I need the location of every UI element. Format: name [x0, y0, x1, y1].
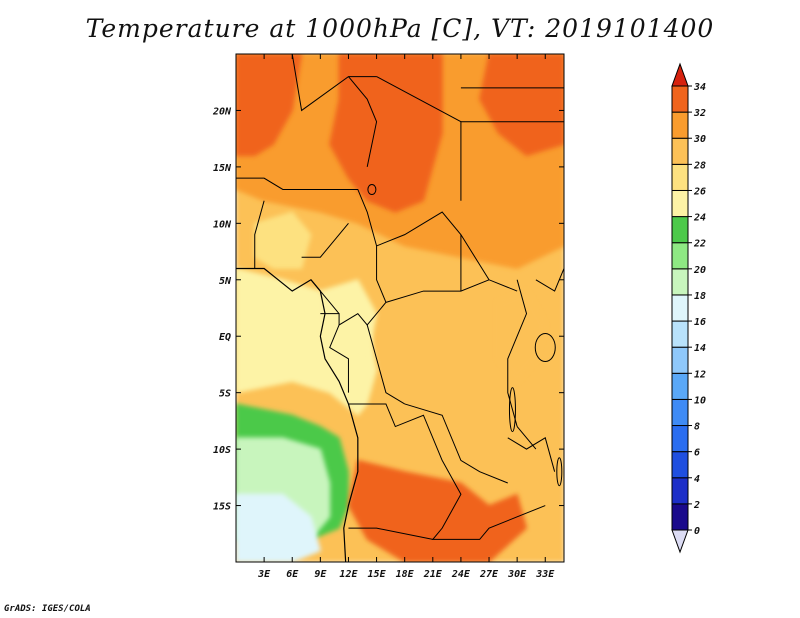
- region-niger-chad: [329, 54, 443, 213]
- x-tick-label: 15E: [368, 569, 387, 580]
- country-border: [366, 211, 387, 303]
- colorbar-swatch: [671, 111, 689, 139]
- colorbar-swatch: [671, 242, 689, 270]
- colorbar-swatch: [671, 372, 689, 400]
- country-border: [507, 437, 556, 472]
- colorbar-label: 28: [693, 160, 706, 171]
- colorbar-swatch: [671, 163, 689, 191]
- x-tick-label: 12E: [339, 569, 358, 580]
- colorbar-arrow-high: [671, 62, 689, 87]
- country-border: [366, 324, 405, 405]
- colorbar-label: 16: [694, 317, 706, 328]
- lake-victoria-outline: [534, 333, 556, 363]
- colorbar-swatch: [671, 346, 689, 374]
- country-border: [385, 279, 490, 303]
- colorbar-swatch: [671, 85, 689, 113]
- y-tick-label: 10S: [213, 445, 231, 456]
- country-border: [236, 177, 368, 213]
- country-border: [329, 324, 349, 393]
- country-border: [301, 223, 349, 258]
- colorbar-swatch: [671, 503, 689, 531]
- x-tick-label: 21E: [423, 569, 443, 580]
- y-tick-label: 10N: [213, 219, 232, 230]
- country-border: [348, 527, 433, 540]
- region-sahel-west: [236, 54, 303, 157]
- colorbar-label: 30: [693, 134, 706, 145]
- colorbar-swatch: [671, 451, 689, 479]
- x-tick-label: 9E: [314, 569, 327, 580]
- grads-credit: GrADS: IGES/COLA: [4, 604, 91, 614]
- country-border: [535, 268, 564, 292]
- colorbar-swatch: [671, 268, 689, 296]
- map-frame: [235, 53, 565, 563]
- colorbar-swatch: [671, 320, 689, 348]
- colorbar-swatch: [671, 398, 689, 427]
- region-southwest-light: [236, 493, 321, 562]
- coastline: [236, 267, 359, 562]
- chart-title: Temperature at 1000hPa [C], VT: 20191014…: [85, 14, 715, 43]
- colorbar-swatch: [671, 477, 689, 505]
- colorbar-label: 14: [694, 343, 706, 354]
- colorbar-label: 26: [693, 186, 706, 197]
- y-tick-label: 5N: [219, 276, 232, 287]
- colorbar-label: 0: [694, 526, 700, 537]
- y-tick-label: 15S: [213, 502, 231, 513]
- colorbar-label: 8: [694, 422, 700, 433]
- colorbar-arrow-low: [671, 529, 689, 554]
- x-tick-label: 3E: [257, 569, 271, 580]
- colorbar-label: 32: [693, 108, 706, 119]
- x-tick-label: 24E: [451, 569, 471, 580]
- x-tick-label: 30E: [507, 569, 527, 580]
- country-border: [291, 54, 377, 112]
- colorbar-swatch: [671, 137, 689, 165]
- colorbar-swatch: [671, 425, 689, 453]
- colorbar-swatch: [671, 216, 689, 244]
- country-border: [404, 403, 508, 484]
- colorbar-swatch: [671, 189, 689, 218]
- x-tick-label: 27E: [479, 569, 499, 580]
- lake-chad-outline: [367, 183, 377, 195]
- x-tick-label: 33E: [535, 569, 555, 580]
- colorbar-label: 2: [693, 500, 700, 511]
- country-border: [460, 54, 564, 89]
- country-border: [254, 200, 265, 269]
- y-tick-label: 20N: [212, 106, 232, 117]
- x-tick-label: 18E: [396, 569, 415, 580]
- colorbar-swatch: [671, 294, 689, 322]
- country-border: [516, 426, 537, 450]
- y-tick-label: 15N: [213, 163, 232, 174]
- colorbar-label: 22: [693, 239, 706, 250]
- colorbar-label: 12: [694, 369, 706, 380]
- colorbar-label: 34: [693, 82, 706, 93]
- colorbar-label: 20: [693, 265, 706, 276]
- region-sudan: [479, 54, 564, 157]
- lake-tanganyika-outline: [508, 387, 516, 433]
- x-tick-label: 6E: [286, 569, 299, 580]
- country-border: [348, 403, 443, 461]
- y-tick-label: EQ: [219, 332, 231, 343]
- country-border: [431, 460, 546, 540]
- country-border: [348, 76, 378, 167]
- colorbar-label: 24: [693, 213, 706, 224]
- colorbar-label: 6: [694, 448, 700, 459]
- lake-malawi-outline: [556, 457, 563, 487]
- country-border: [376, 211, 518, 292]
- colorbar-label: 4: [694, 474, 700, 485]
- colorbar-label: 18: [694, 291, 706, 302]
- region-great-lakes: [497, 290, 546, 383]
- country-border: [320, 302, 387, 326]
- y-tick-label: 5S: [219, 389, 231, 400]
- colorbar-label: 10: [694, 395, 706, 406]
